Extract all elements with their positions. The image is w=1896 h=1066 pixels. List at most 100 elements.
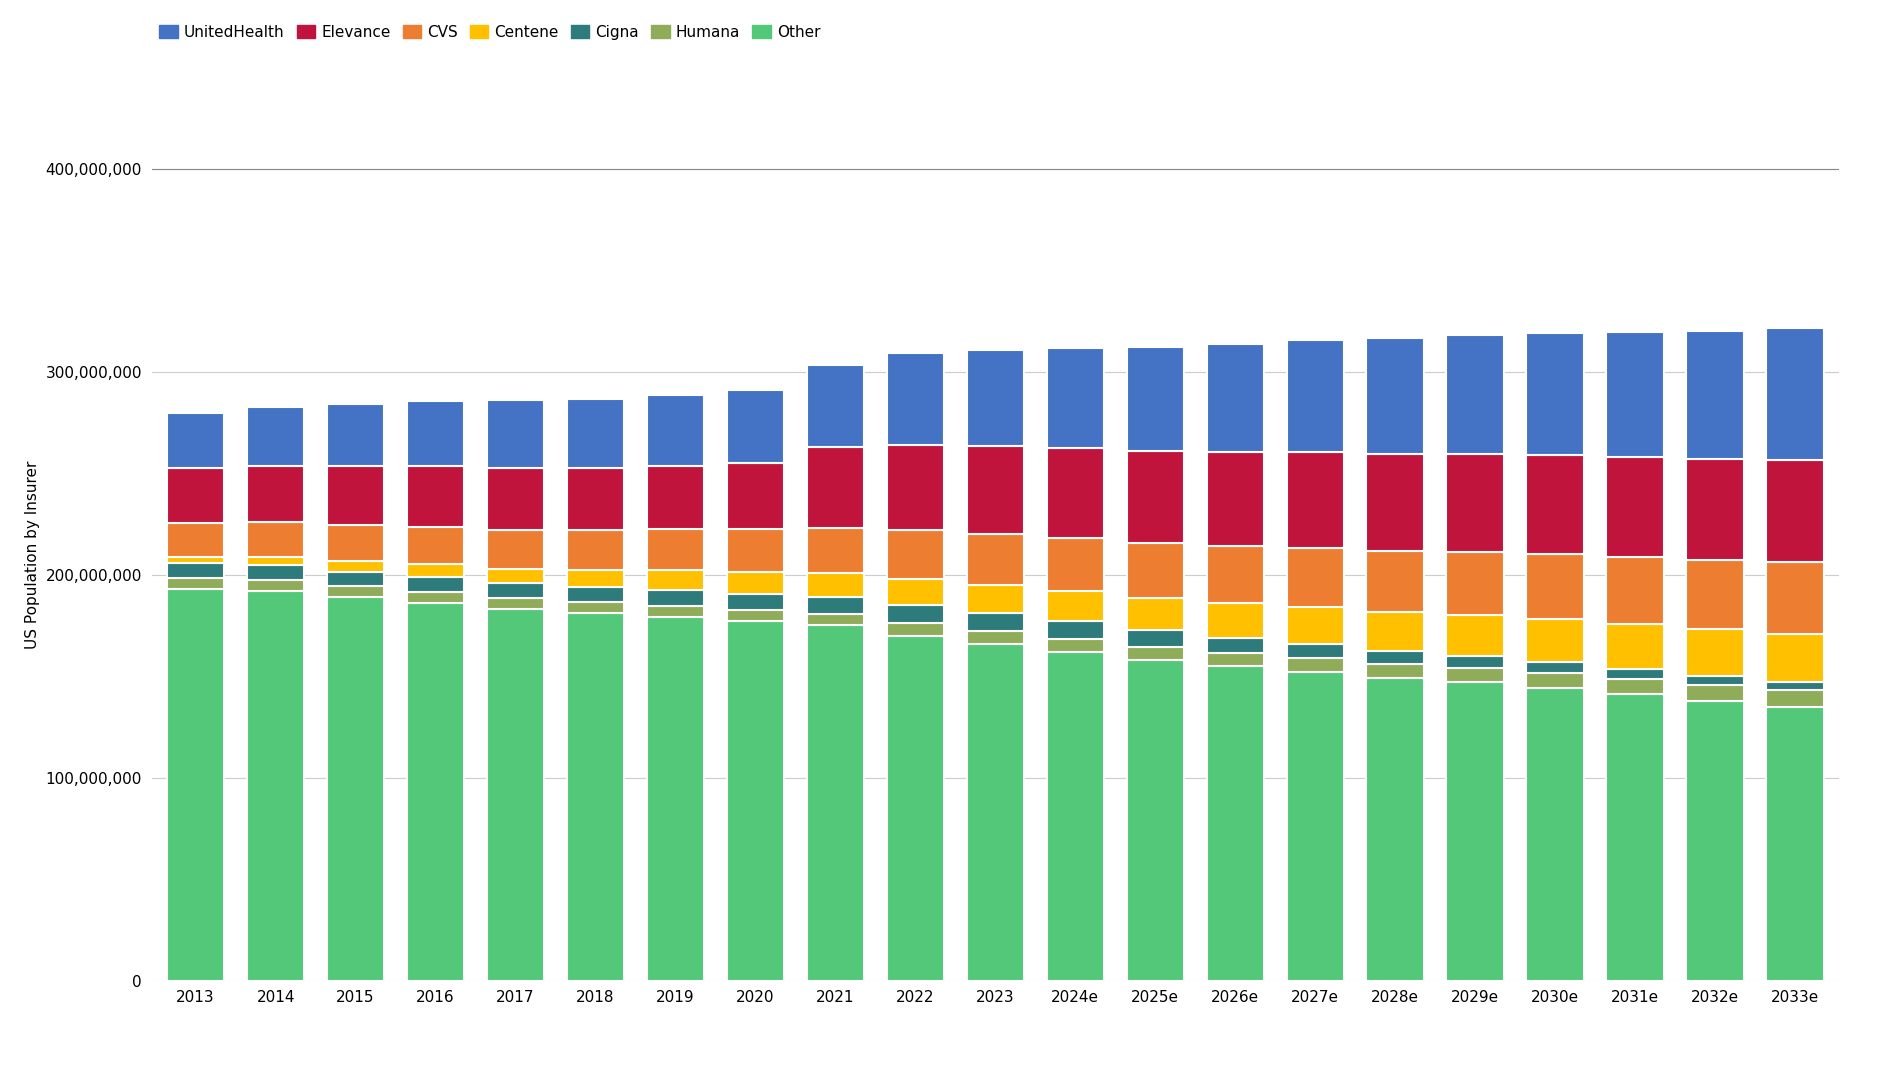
Bar [326, 524, 385, 562]
Bar [887, 445, 944, 530]
Bar [1447, 656, 1504, 668]
Bar [1606, 694, 1665, 981]
Bar [647, 466, 703, 529]
Bar [567, 569, 624, 586]
Bar [1287, 608, 1344, 644]
Bar [1686, 629, 1744, 676]
Bar [1526, 554, 1583, 619]
Bar [567, 399, 624, 468]
Bar [726, 390, 785, 463]
Bar [1686, 458, 1744, 561]
Bar [647, 617, 703, 981]
Bar [246, 591, 305, 981]
Bar [1686, 700, 1744, 981]
Bar [1287, 452, 1344, 548]
Bar [487, 583, 544, 598]
Bar [1126, 598, 1185, 630]
Bar [1126, 348, 1185, 451]
Bar [806, 626, 865, 981]
Bar [1447, 615, 1504, 656]
Bar [1367, 454, 1424, 551]
Bar [1287, 548, 1344, 608]
Bar [1206, 603, 1265, 637]
Bar [1767, 707, 1824, 981]
Bar [1126, 544, 1185, 598]
Bar [487, 400, 544, 468]
Bar [1606, 625, 1665, 669]
Bar [1686, 685, 1744, 700]
Bar [167, 558, 224, 564]
Bar [167, 578, 224, 588]
Bar [567, 602, 624, 613]
Bar [647, 589, 703, 607]
Bar [167, 564, 224, 578]
Bar [167, 468, 224, 522]
Bar [647, 569, 703, 589]
Bar [887, 353, 944, 445]
Bar [726, 621, 785, 981]
Bar [1367, 338, 1424, 454]
Bar [1447, 552, 1504, 615]
Bar [1526, 333, 1583, 455]
Bar [1606, 457, 1665, 558]
Bar [1767, 459, 1824, 563]
Bar [1367, 612, 1424, 650]
Bar [326, 571, 385, 586]
Bar [1447, 668, 1504, 682]
Bar [567, 613, 624, 981]
Bar [1606, 558, 1665, 625]
Bar [1526, 619, 1583, 662]
Bar [408, 603, 465, 981]
Bar [1126, 647, 1185, 660]
Bar [1367, 650, 1424, 664]
Bar [167, 414, 224, 468]
Bar [1287, 340, 1344, 452]
Bar [1606, 332, 1665, 457]
Bar [1206, 344, 1265, 452]
Bar [887, 635, 944, 981]
Bar [647, 529, 703, 569]
Bar [726, 463, 785, 529]
Bar [1206, 546, 1265, 603]
Bar [647, 394, 703, 466]
Bar [806, 597, 865, 614]
Bar [806, 366, 865, 447]
Bar [1126, 660, 1185, 981]
Bar [246, 466, 305, 522]
Bar [647, 607, 703, 617]
Bar [887, 624, 944, 635]
Bar [967, 631, 1024, 644]
Bar [408, 577, 465, 592]
Bar [487, 609, 544, 981]
Bar [487, 530, 544, 568]
Bar [567, 468, 624, 530]
Bar [1767, 691, 1824, 707]
Bar [967, 585, 1024, 613]
Bar [408, 565, 465, 577]
Bar [246, 407, 305, 466]
Bar [887, 605, 944, 624]
Bar [1126, 630, 1185, 647]
Bar [167, 588, 224, 981]
Bar [1367, 551, 1424, 612]
Bar [806, 614, 865, 626]
Bar [1767, 328, 1824, 459]
Bar [1447, 454, 1504, 552]
Bar [806, 572, 865, 597]
Bar [806, 447, 865, 528]
Bar [1287, 658, 1344, 672]
Bar [408, 592, 465, 603]
Bar [1606, 669, 1665, 679]
Bar [487, 468, 544, 530]
Bar [326, 597, 385, 981]
Bar [1206, 452, 1265, 546]
Bar [967, 644, 1024, 981]
Bar [1206, 652, 1265, 666]
Bar [167, 522, 224, 558]
Bar [726, 529, 785, 571]
Bar [726, 594, 785, 610]
Bar [246, 522, 305, 558]
Bar [1287, 644, 1344, 658]
Bar [326, 562, 385, 571]
Y-axis label: US Population by Insurer: US Population by Insurer [25, 461, 40, 648]
